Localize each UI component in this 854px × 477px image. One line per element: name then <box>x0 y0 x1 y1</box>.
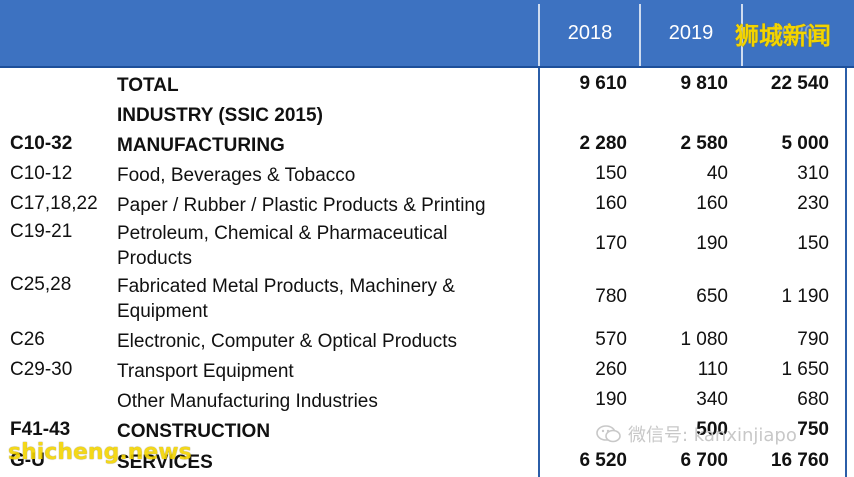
header-separator <box>639 4 641 66</box>
cell-2018: 780 <box>595 286 627 307</box>
cell-2019: 500 <box>696 419 728 440</box>
year-header-2019: 2019 <box>668 22 714 44</box>
cell-2019: 6 700 <box>680 450 728 471</box>
cell-2020: 750 <box>797 419 829 440</box>
cell-2020: 230 <box>797 193 829 214</box>
row-label: INDUSTRY (SSIC 2015) <box>117 105 323 126</box>
cell-2019: 340 <box>696 389 728 410</box>
cell-2020: 310 <box>797 163 829 184</box>
cell-2020: 22 540 <box>770 73 829 94</box>
row-label: Transport Equipment <box>117 361 294 382</box>
cell-2018: 260 <box>595 359 627 380</box>
cell-2019: 9 810 <box>680 73 728 94</box>
row-label: CONSTRUCTION <box>117 421 271 442</box>
row-label: TOTAL <box>117 75 179 96</box>
row-code: C19-21 <box>10 221 73 242</box>
table-header <box>0 0 854 68</box>
cell-2019: 40 <box>706 163 728 184</box>
cell-2019: 650 <box>696 286 728 307</box>
row-label: Paper / Rubber / Plastic Products & Prin… <box>117 195 486 216</box>
cell-2020: 150 <box>797 233 829 254</box>
cell-2019: 110 <box>697 359 728 380</box>
cell-2020: 5 000 <box>781 133 829 154</box>
cell-2019: 2 580 <box>680 133 728 154</box>
header-separator <box>538 4 540 66</box>
cell-2018: 6 520 <box>579 450 627 471</box>
row-code: C17,18,22 <box>10 193 98 214</box>
cell-2018: 9 610 <box>579 73 627 94</box>
cell-2018: 150 <box>595 163 627 184</box>
row-label: Fabricated Metal Products, Machinery & E… <box>117 276 455 322</box>
row-label: Electronic, Computer & Optical Products <box>117 331 458 352</box>
column-line <box>845 68 847 477</box>
cell-2018: 160 <box>595 193 627 214</box>
row-code: C10-12 <box>10 163 73 184</box>
watermark-logo-text: 狮城新闻 <box>735 22 831 50</box>
row-label: Petroleum, Chemical & Pharmaceutical Pro… <box>117 223 448 269</box>
cell-2019: 160 <box>696 193 728 214</box>
row-code: F41-43 <box>10 419 71 440</box>
year-header-2018: 2018 <box>567 22 613 44</box>
cell-2020: 1 190 <box>781 286 829 307</box>
cell-2020: 16 760 <box>770 450 829 471</box>
cell-2018: 2 280 <box>579 133 627 154</box>
row-label: Food, Beverages & Tobacco <box>117 165 356 186</box>
cell-2020: 1 650 <box>781 359 829 380</box>
row-label: SERVICES <box>117 452 213 473</box>
year-header-2020: 2020 <box>770 22 816 44</box>
row-label: MANUFACTURING <box>117 135 285 156</box>
wechat-id-text: 微信号: kanxinjiapo <box>628 425 797 446</box>
row-label: Other Manufacturing Industries <box>117 391 378 412</box>
cell-2018: 570 <box>595 329 627 350</box>
cell-2020: 790 <box>797 329 829 350</box>
row-code: C10-32 <box>10 133 73 154</box>
cell-2019: 190 <box>696 233 728 254</box>
cell-2020: 680 <box>797 389 829 410</box>
wechat-watermark: 微信号: kanxinjiapo <box>596 421 797 447</box>
row-code: G-U <box>10 450 45 471</box>
header-divider <box>0 66 854 68</box>
wechat-icon <box>596 424 622 444</box>
watermark-site-text: shicheng.news <box>8 440 192 465</box>
cell-2018: 170 <box>595 233 627 254</box>
row-code: C29-30 <box>10 359 73 380</box>
column-line <box>538 68 540 477</box>
row-code: C26 <box>10 329 45 350</box>
cell-2019: 1 080 <box>680 329 728 350</box>
cell-2018: 190 <box>595 389 627 410</box>
header-separator <box>741 4 743 66</box>
row-code: C25,28 <box>10 274 72 295</box>
